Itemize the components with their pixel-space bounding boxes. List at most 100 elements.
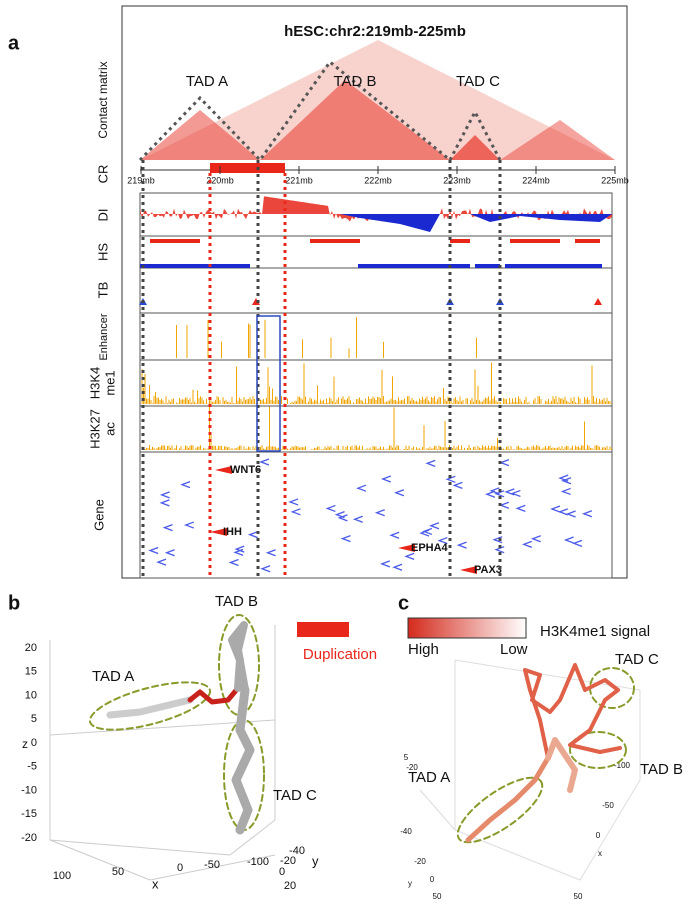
gene-arrow — [356, 484, 367, 492]
tad-label: TAD A — [408, 769, 450, 786]
tick-label: -50 — [602, 801, 614, 810]
gene-arrow — [445, 475, 456, 483]
gene-arrow — [425, 459, 436, 467]
gene-arrow — [419, 529, 430, 537]
gene-arrow — [485, 490, 496, 498]
gene-label: IHH — [223, 526, 242, 538]
gene-arrow — [265, 549, 276, 557]
hs-red — [310, 239, 360, 243]
gene-arrow — [572, 539, 583, 547]
gene-arrow — [550, 505, 561, 513]
tick-label: y — [408, 879, 412, 888]
tick-label: -10 — [21, 784, 37, 796]
ruler-label: 224mb — [522, 175, 550, 185]
gene-arrow — [560, 487, 571, 496]
hs-blue — [505, 264, 602, 268]
gene-arrow — [392, 563, 403, 571]
gene-arrow — [183, 521, 195, 529]
tick-label: 15 — [25, 666, 37, 678]
tick-label: -100 — [614, 761, 631, 770]
panel-label: c — [398, 592, 409, 614]
title: hESC:chr2:219mb-225mb — [284, 23, 466, 40]
hs-red — [575, 239, 600, 243]
gene-arrow — [379, 560, 391, 568]
gene-arrow — [498, 501, 510, 509]
track-label: Gene — [91, 499, 106, 531]
gene-arrow — [234, 545, 245, 553]
di-signal-neg — [340, 214, 612, 232]
axis-label: z — [22, 737, 28, 751]
ruler-label: 221mb — [285, 175, 313, 185]
hs-blue — [140, 264, 250, 268]
cr-bar — [210, 163, 285, 173]
tick-label: -40 — [400, 827, 412, 836]
gene-arrow — [352, 515, 363, 523]
gene-arrow — [563, 536, 574, 544]
tick-label: -20 — [21, 832, 37, 844]
tick-label: -100 — [247, 856, 269, 868]
gene-arrow — [148, 546, 159, 555]
ruler-label: 223mb — [443, 175, 471, 185]
tick-label: 50 — [433, 892, 442, 901]
ruler-label: 220mb — [206, 175, 234, 185]
gene-arrow — [394, 489, 405, 497]
track-label: ac — [102, 422, 117, 436]
hs-red — [450, 239, 470, 243]
tick-label: 20 — [284, 880, 296, 892]
track-label: Enhancer — [98, 313, 110, 360]
tad-label: TAD B — [640, 761, 683, 778]
panel-label: a — [8, 32, 20, 54]
gene-arrow — [325, 504, 336, 513]
tick-label: 5 — [31, 713, 37, 725]
gene-arrow — [561, 477, 572, 485]
gene-arrow — [492, 536, 503, 544]
gene-arrow — [340, 535, 351, 543]
gene-arrow — [581, 510, 593, 518]
tick-label: 0 — [596, 831, 601, 840]
structure — [88, 614, 265, 835]
tad-label: TAD A — [92, 668, 134, 685]
contact-matrix — [138, 40, 615, 163]
ruler-ticks: 219mb 220mb 221mb 222mb 223mb 224mb 225mb — [127, 166, 629, 185]
gene-markers: WNT6 IHH EPHA4 PAX3 — [210, 464, 502, 576]
legend-swatch — [297, 622, 349, 637]
gene-arrow — [389, 531, 400, 539]
tick-label: 0 — [31, 737, 37, 749]
gene-arrow — [437, 536, 448, 545]
tb-marker — [252, 298, 260, 305]
h3k4me1-signal — [141, 362, 612, 404]
gene-arrow — [290, 508, 301, 516]
tad-label: TAD A — [186, 73, 228, 90]
hs-blue — [475, 264, 500, 268]
tick-label: 100 — [53, 870, 71, 882]
gene-arrow — [494, 546, 505, 554]
gene-arrow — [521, 540, 533, 548]
ruler-label: 222mb — [364, 175, 392, 185]
gene-label: PAX3 — [474, 564, 502, 576]
h3k27ac-signal — [141, 406, 612, 450]
hs-red — [510, 239, 560, 243]
gene-arrow — [452, 481, 463, 490]
tad-label: TAD B — [333, 73, 376, 90]
gene-arrow — [515, 504, 526, 512]
gene-arrow — [374, 509, 385, 517]
tick-label: -5 — [27, 761, 37, 773]
track-label: H3K27 — [87, 409, 102, 449]
gene-arrow — [456, 541, 467, 549]
gene-arrow — [337, 514, 348, 522]
structure — [456, 663, 635, 844]
tad-label: TAD C — [273, 787, 317, 804]
tad-label: TAD C — [615, 651, 659, 668]
gene-arrow — [247, 531, 258, 539]
hs-red — [150, 239, 200, 243]
enhancer-signal — [176, 317, 477, 358]
hs-blue — [358, 264, 470, 268]
scale-label: High — [408, 641, 439, 658]
tick-label: 50 — [112, 866, 124, 878]
track-label: Contact matrix — [96, 61, 110, 138]
track-label: TB — [95, 282, 110, 299]
legend-label: Duplication — [303, 646, 377, 663]
track-labels: Contact matrix CR DI HS TB Enhancer H3K4… — [87, 61, 117, 531]
